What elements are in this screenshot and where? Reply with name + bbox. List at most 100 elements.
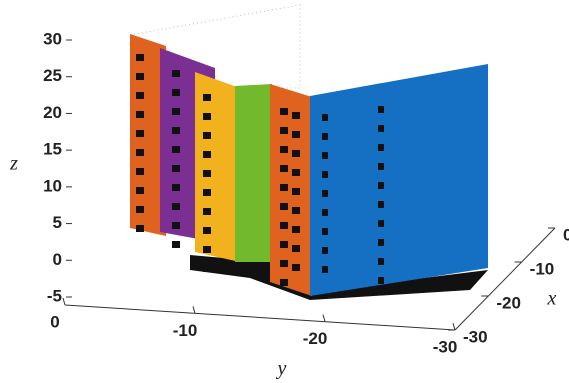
y-tick — [322, 314, 326, 322]
window — [292, 226, 300, 233]
facades — [128, 4, 488, 300]
z-tick-label: 0 — [53, 250, 62, 269]
facade-green — [235, 84, 272, 262]
z-tick-label: 30 — [43, 29, 62, 48]
y-tick-label: 0 — [50, 312, 59, 331]
ground-shadow — [190, 255, 488, 300]
window — [203, 151, 211, 158]
window — [292, 112, 300, 119]
window — [203, 227, 211, 234]
window — [280, 127, 288, 134]
window — [378, 258, 384, 265]
window — [136, 225, 144, 232]
window — [292, 207, 300, 214]
window — [378, 220, 384, 227]
z-tick-label: 20 — [43, 103, 62, 122]
facade-orange-right — [270, 84, 312, 296]
y-tick-label: -30 — [433, 337, 458, 356]
window — [136, 92, 144, 99]
window — [172, 70, 180, 77]
facade-blue — [310, 64, 488, 296]
window — [292, 264, 300, 271]
window — [292, 131, 300, 138]
window — [322, 133, 328, 140]
y-tick — [192, 306, 196, 314]
window — [136, 73, 144, 80]
window — [172, 165, 180, 172]
z-tick-label: 15 — [43, 140, 62, 159]
window — [203, 189, 211, 196]
facade-yellow — [195, 72, 240, 262]
window — [322, 209, 328, 216]
window — [280, 184, 288, 191]
window — [280, 108, 288, 115]
x-tick-label: -10 — [530, 259, 555, 278]
window — [172, 222, 180, 229]
facade-orange-left — [130, 34, 166, 236]
window — [136, 130, 144, 137]
window — [172, 89, 180, 96]
x-axis-line — [454, 227, 556, 331]
window — [292, 169, 300, 176]
window — [280, 279, 288, 286]
window — [172, 127, 180, 134]
window — [203, 113, 211, 120]
window — [203, 132, 211, 139]
window — [280, 203, 288, 210]
window — [322, 247, 328, 254]
window — [280, 241, 288, 248]
y-tick-label: -10 — [173, 321, 198, 340]
z-tick-label: 10 — [43, 176, 62, 195]
z-tick-label: 5 — [53, 213, 62, 232]
window — [378, 125, 384, 132]
window — [280, 165, 288, 172]
window — [172, 184, 180, 191]
window — [378, 163, 384, 170]
x-tick-label: 0 — [563, 225, 569, 244]
window — [322, 152, 328, 159]
window — [172, 241, 180, 248]
window — [172, 146, 180, 153]
z-axis-label: z — [9, 153, 18, 175]
window — [203, 265, 211, 272]
window — [136, 206, 144, 213]
window — [322, 266, 328, 273]
z-tick-label: 25 — [43, 66, 62, 85]
window — [136, 168, 144, 175]
window — [203, 170, 211, 177]
window — [172, 108, 180, 115]
window — [292, 150, 300, 157]
y-tick — [452, 322, 456, 331]
y-tick-label: -20 — [303, 329, 328, 348]
window — [136, 111, 144, 118]
window — [378, 106, 384, 113]
window — [378, 201, 384, 208]
window — [322, 228, 328, 235]
window — [378, 239, 384, 246]
window — [203, 208, 211, 215]
x-tick-label: -20 — [496, 293, 521, 312]
window — [136, 149, 144, 156]
window — [136, 187, 144, 194]
window — [378, 182, 384, 189]
y-axis-label: y — [276, 358, 287, 380]
window — [322, 114, 328, 121]
window — [280, 146, 288, 153]
window — [280, 260, 288, 267]
x-axis-label: x — [547, 288, 557, 310]
axes: -5 0 5 10 15 20 25 30 0 -10 -20 -30 0 -10 -20 -30 — [43, 29, 569, 356]
window — [292, 188, 300, 195]
window — [280, 222, 288, 229]
y-axis-line — [64, 304, 456, 331]
window — [322, 190, 328, 197]
window — [322, 171, 328, 178]
window — [203, 94, 211, 101]
window — [136, 54, 144, 61]
y-tick — [62, 297, 66, 306]
window — [172, 203, 180, 210]
window — [378, 144, 384, 151]
window — [378, 277, 384, 284]
window — [292, 245, 300, 252]
window — [203, 246, 211, 253]
